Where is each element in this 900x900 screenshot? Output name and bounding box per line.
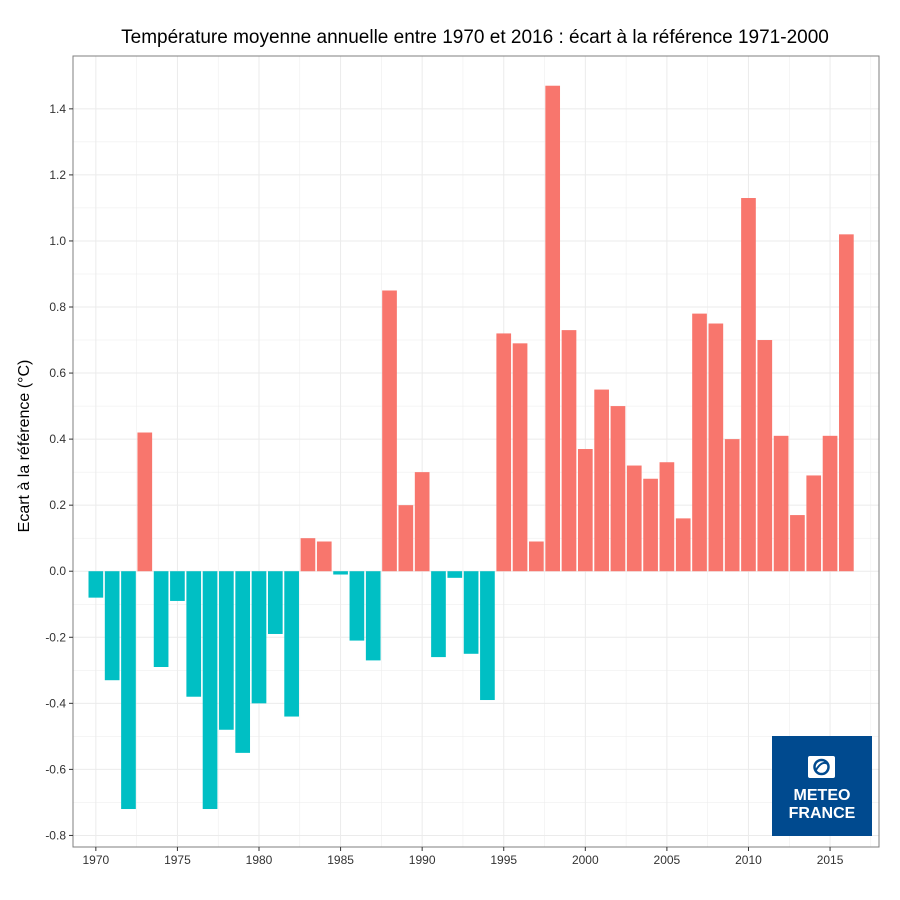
y-tick-label: 0.2	[49, 498, 66, 512]
bar-2015	[822, 435, 838, 572]
x-axis-ticks: 1970 1975 1980 1985 1990 1995 2000 2005 2010 2015	[82, 847, 844, 867]
y-tick-label: 0.0	[49, 564, 66, 578]
bar-2006	[675, 518, 691, 572]
bar-1992	[447, 571, 463, 578]
bar-1987	[365, 571, 381, 661]
bar-2009	[724, 439, 740, 572]
x-tick-label: 1975	[164, 853, 191, 867]
bar-1982	[284, 571, 299, 717]
bar-1988	[382, 290, 397, 572]
y-tick-label: -0.4	[45, 696, 66, 710]
bar-1973	[137, 432, 153, 572]
bar-1983	[300, 538, 316, 572]
bar-2000	[577, 449, 593, 572]
bar-2012	[773, 435, 789, 572]
bar-1974	[153, 571, 169, 668]
x-tick-label: 2005	[654, 853, 681, 867]
y-tick-label: 0.8	[49, 300, 66, 314]
bar-1996	[512, 343, 528, 572]
y-axis-label: Ecart à la référence (°C)	[16, 360, 33, 533]
bar-1972	[121, 571, 136, 810]
bar-2007	[692, 313, 707, 572]
y-tick-label: -0.2	[45, 630, 66, 644]
meteo-france-logo: METEO FRANCE	[772, 736, 872, 836]
bar-1981	[267, 571, 283, 634]
bar-1976	[186, 571, 202, 697]
bar-1994	[480, 571, 495, 701]
bar-2008	[708, 323, 724, 572]
bar-1970	[88, 571, 104, 598]
bar-2014	[806, 475, 822, 572]
x-tick-label: 1980	[246, 853, 273, 867]
logo-background	[772, 736, 872, 836]
bar-1984	[316, 541, 332, 572]
x-tick-label: 2015	[817, 853, 844, 867]
bar-1999	[561, 330, 577, 572]
x-tick-label: 1970	[82, 853, 109, 867]
y-tick-label: 0.6	[49, 366, 66, 380]
y-tick-label: -0.8	[45, 828, 66, 842]
bar-1985	[333, 571, 348, 575]
bar-2001	[594, 389, 609, 572]
bar-1993	[463, 571, 479, 654]
bar-1991	[431, 571, 446, 658]
bar-2005	[659, 462, 675, 572]
y-tick-label: 1.2	[49, 168, 66, 182]
bar-2003	[626, 465, 642, 572]
bar-2010	[741, 198, 756, 572]
bar-1979	[235, 571, 251, 753]
bar-1995	[496, 333, 512, 572]
bar-1989	[398, 505, 414, 572]
plot-panel	[72, 55, 880, 848]
logo-line-1: METEO	[794, 787, 851, 804]
y-tick-label: 1.0	[49, 234, 66, 248]
bar-1971	[104, 571, 120, 681]
y-tick-label: 1.4	[49, 102, 66, 116]
logo-line-2: FRANCE	[789, 805, 856, 822]
bar-2016	[839, 234, 854, 572]
bar-1978	[219, 571, 234, 730]
bars	[88, 85, 854, 810]
bar-1980	[251, 571, 267, 704]
bar-2004	[643, 478, 658, 572]
chart-title: Température moyenne annuelle entre 1970 …	[121, 27, 829, 48]
x-tick-label: 1985	[327, 853, 354, 867]
bar-1990	[414, 472, 430, 572]
bar-2002	[610, 406, 626, 572]
x-tick-label: 1995	[490, 853, 517, 867]
x-tick-label: 1990	[409, 853, 436, 867]
bar-2013	[790, 515, 805, 572]
bar-1997	[529, 541, 544, 572]
x-tick-label: 2010	[735, 853, 762, 867]
bar-1977	[202, 571, 218, 810]
y-tick-label: 0.4	[49, 432, 66, 446]
bar-1975	[170, 571, 185, 601]
bar-1986	[349, 571, 365, 641]
y-axis-ticks: -0.8 -0.6 -0.4 -0.2 0.0 0.2 0.4 0.6 0.8 1.0 1.2 1.4	[45, 102, 73, 842]
bar-2011	[757, 340, 773, 572]
x-tick-label: 2000	[572, 853, 599, 867]
meteo-france-emblem-icon	[808, 756, 835, 778]
y-tick-label: -0.6	[45, 762, 66, 776]
bar-1998	[545, 85, 561, 572]
